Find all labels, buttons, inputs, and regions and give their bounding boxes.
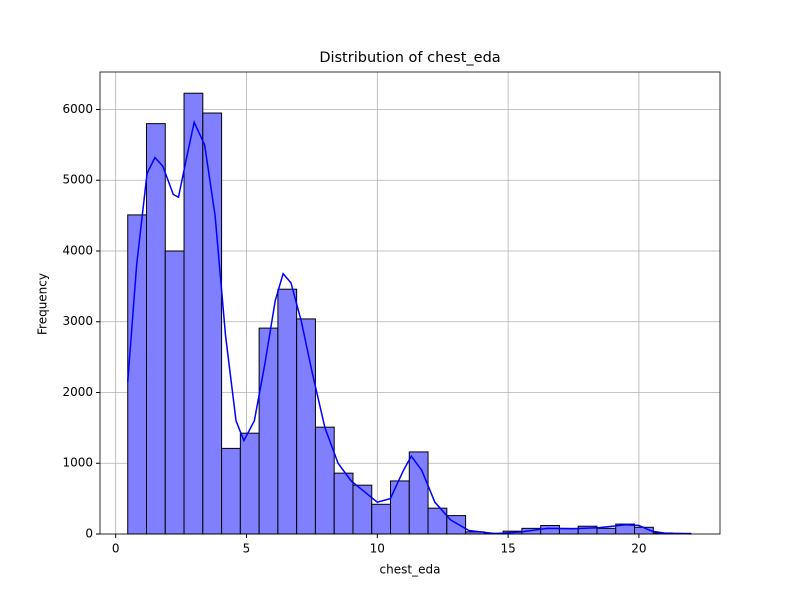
bar <box>296 318 316 535</box>
bar <box>390 480 410 535</box>
x-tick-label: 10 <box>370 542 385 556</box>
x-axis-label: chest_eda <box>380 563 441 577</box>
bar <box>202 112 223 535</box>
bar <box>221 447 241 535</box>
bar <box>277 288 298 535</box>
bar <box>239 432 260 535</box>
y-tick-label: 2000 <box>62 385 93 399</box>
bar <box>164 250 185 535</box>
kde-line <box>126 119 692 535</box>
x-tick-label: 15 <box>500 542 515 556</box>
bar <box>333 472 354 535</box>
bar <box>596 527 617 535</box>
y-axis-label: Frequency <box>36 273 50 335</box>
x-tick-label: 0 <box>112 542 120 556</box>
plot-frame <box>99 71 721 535</box>
chart-title: Distribution of chest_eda <box>319 50 500 66</box>
y-tick-label: 6000 <box>62 102 93 116</box>
bar <box>258 327 279 535</box>
x-tick-label: 5 <box>243 542 251 556</box>
bar <box>408 451 429 535</box>
y-tick-label: 1000 <box>62 456 93 470</box>
bar <box>146 123 166 535</box>
y-tick-label: 0 <box>85 527 93 541</box>
y-tick-label: 5000 <box>62 173 93 187</box>
bar <box>371 503 392 535</box>
y-tick-label: 3000 <box>62 314 93 328</box>
bar <box>352 484 373 535</box>
x-tick-label: 20 <box>631 542 646 556</box>
y-tick-label: 4000 <box>62 243 93 257</box>
bar <box>540 525 560 535</box>
